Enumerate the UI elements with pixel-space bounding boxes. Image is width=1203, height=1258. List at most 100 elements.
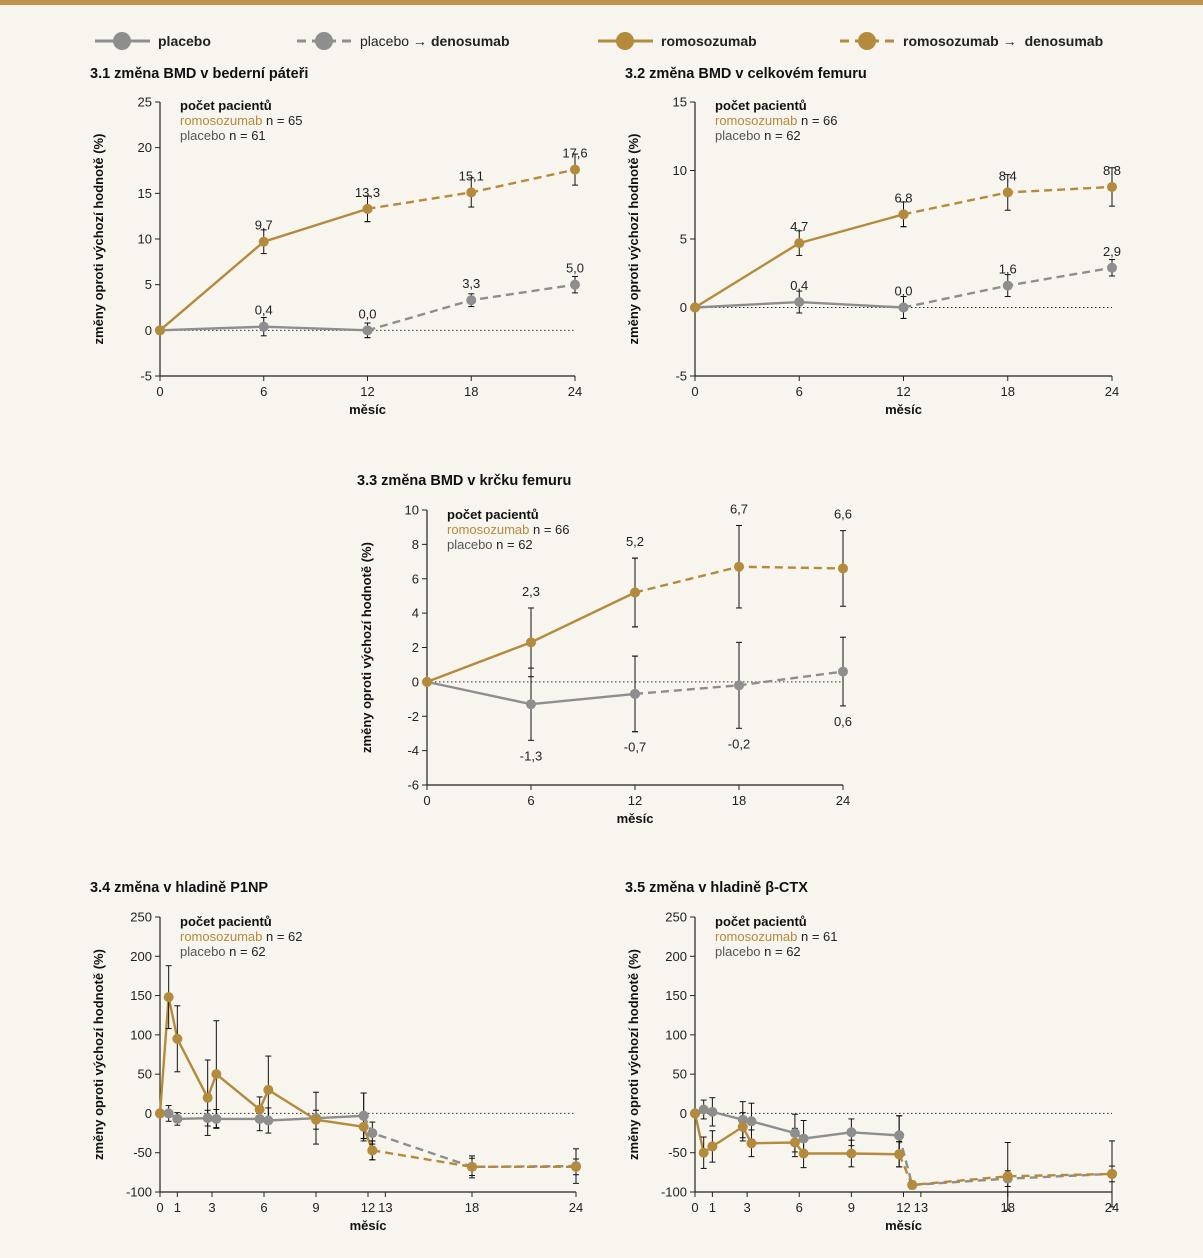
y-axis-title: změny oproti výchozí hodnotě (%)	[91, 949, 106, 1160]
chart-title: 3.5 změna v hladině β-CTX	[625, 880, 808, 896]
x-tick-label: 24	[836, 793, 850, 808]
data-point-romosozumab	[907, 1179, 918, 1190]
data-point-placebo	[789, 1128, 800, 1139]
x-tick-label: 6	[527, 793, 534, 808]
y-tick-label: 6	[412, 571, 419, 586]
data-label: 13,3	[355, 185, 380, 200]
y-tick-label: 15	[138, 186, 152, 201]
data-point-romosozumab	[846, 1148, 857, 1159]
data-point-placebo	[466, 295, 477, 306]
data-point-placebo	[367, 1128, 378, 1139]
data-point-romosozumab	[630, 587, 640, 598]
data-label: 5,2	[626, 534, 644, 549]
x-tick-label: 18	[465, 1200, 479, 1215]
x-tick-label: 12	[896, 384, 910, 399]
chart-title: 3.1 změna BMD v bederní páteři	[90, 66, 308, 82]
data-point-romosozumab	[466, 187, 477, 198]
x-tick-label: 12	[360, 384, 374, 399]
y-tick-label: 0	[145, 1106, 152, 1121]
y-tick-label: 2	[412, 640, 419, 655]
y-tick-label: -4	[407, 743, 419, 758]
data-point-placebo	[1107, 262, 1117, 273]
placebo-count: placebo n = 62	[447, 537, 533, 552]
data-label: 0,0	[358, 306, 376, 321]
series-line-placebo-denosumab	[362, 1115, 577, 1169]
y-tick-label: -100	[126, 1185, 152, 1200]
data-point-romosozumab	[707, 1141, 718, 1152]
data-point-romosozumab	[1002, 1171, 1013, 1182]
y-tick-label: 15	[673, 95, 687, 110]
chart-p4: 3.4 změna v hladině P1NP -100 -50 0 50 100 150…	[90, 880, 583, 1233]
y-tick-label: 10	[673, 163, 687, 178]
data-point-placebo	[734, 680, 744, 691]
y-tick-label: 200	[665, 949, 687, 964]
x-tick-label: 24	[1105, 384, 1119, 399]
romosozumab-count: romosozumab n = 66	[715, 113, 838, 128]
x-tick-label: 24	[1105, 1200, 1119, 1215]
data-label: 1,6	[999, 262, 1017, 277]
legend: placebo placebo → denosumab romosozumab …	[0, 30, 1203, 52]
data-point-placebo	[258, 321, 269, 332]
data-point-romosozumab	[794, 238, 805, 249]
placebo-count-name: placebo	[715, 128, 761, 143]
data-label: 2,3	[522, 584, 540, 599]
x-tick-label: 18	[464, 384, 478, 399]
x-tick-label: 18	[732, 793, 746, 808]
y-tick-label: 150	[665, 988, 687, 1003]
data-point-romosozumab	[698, 1147, 709, 1158]
data-point-romosozumab	[358, 1121, 369, 1132]
x-axis-title: měsíc	[885, 402, 922, 417]
data-point-placebo	[737, 1114, 748, 1125]
patient-count-header: počet pacientů	[715, 98, 807, 113]
romosozumab-count: romosozumab n = 62	[180, 929, 303, 944]
placebo-count-value: n = 62	[493, 537, 533, 552]
data-point-romosozumab	[467, 1161, 477, 1172]
data-label: 6,6	[834, 507, 852, 522]
data-label: 2,9	[1103, 244, 1121, 259]
data-point-romosozumab	[155, 1108, 165, 1119]
data-point-romosozumab	[258, 236, 269, 247]
data-point-placebo	[202, 1113, 213, 1124]
legend-dashed-gray-marker	[297, 32, 352, 50]
y-tick-label: 0	[412, 674, 419, 689]
legend-romosozumab-label: romosozumab	[661, 33, 757, 49]
data-label: 8,8	[1103, 163, 1121, 178]
patient-count-header: počet pacientů	[715, 914, 807, 929]
y-tick-label: 0	[680, 1106, 687, 1121]
y-tick-label: -50	[668, 1145, 687, 1160]
placebo-count-name: placebo	[447, 537, 493, 552]
data-point-placebo	[254, 1113, 265, 1124]
y-tick-label: 50	[138, 1067, 152, 1082]
data-point-placebo	[362, 325, 373, 336]
data-point-romosozumab	[1002, 187, 1013, 198]
y-tick-label: 200	[130, 949, 152, 964]
x-tick-label: 3	[744, 1200, 751, 1215]
x-tick-label: 6	[796, 1200, 803, 1215]
patient-count-header: počet pacientů	[180, 914, 272, 929]
placebo-count-name: placebo	[715, 944, 761, 959]
data-point-placebo	[211, 1113, 222, 1124]
data-point-romosozumab	[263, 1084, 274, 1095]
legend-dashed-gold-marker	[840, 32, 895, 50]
x-axis-title: měsíc	[617, 811, 654, 826]
data-point-romosozumab	[367, 1145, 378, 1156]
romosozumab-count-value: n = 61	[797, 929, 837, 944]
romosozumab-count-name: romosozumab	[715, 929, 797, 944]
chart-p5: 3.5 změna v hladině β-CTX -100 -50 0 50 100 15…	[625, 880, 1119, 1233]
y-tick-label: 0	[145, 323, 152, 338]
x-tick-label: 1	[709, 1200, 716, 1215]
y-tick-label: 100	[665, 1027, 687, 1042]
romosozumab-count-name: romosozumab	[715, 113, 797, 128]
data-point-romosozumab	[838, 563, 848, 574]
data-point-placebo	[798, 1133, 809, 1144]
legend-romosozumab: romosozumab	[598, 30, 757, 52]
data-point-placebo	[846, 1127, 857, 1138]
y-tick-label: 10	[405, 503, 419, 518]
x-tick-label: 6	[260, 384, 267, 399]
data-point-placebo	[898, 302, 909, 313]
data-point-romosozumab	[789, 1137, 800, 1148]
data-point-placebo	[358, 1110, 369, 1121]
romosozumab-count-value: n = 66	[529, 522, 569, 537]
chart-p1: 3.1 změna BMD v bederní páteři -5 0 5 10 15 20…	[90, 66, 588, 417]
